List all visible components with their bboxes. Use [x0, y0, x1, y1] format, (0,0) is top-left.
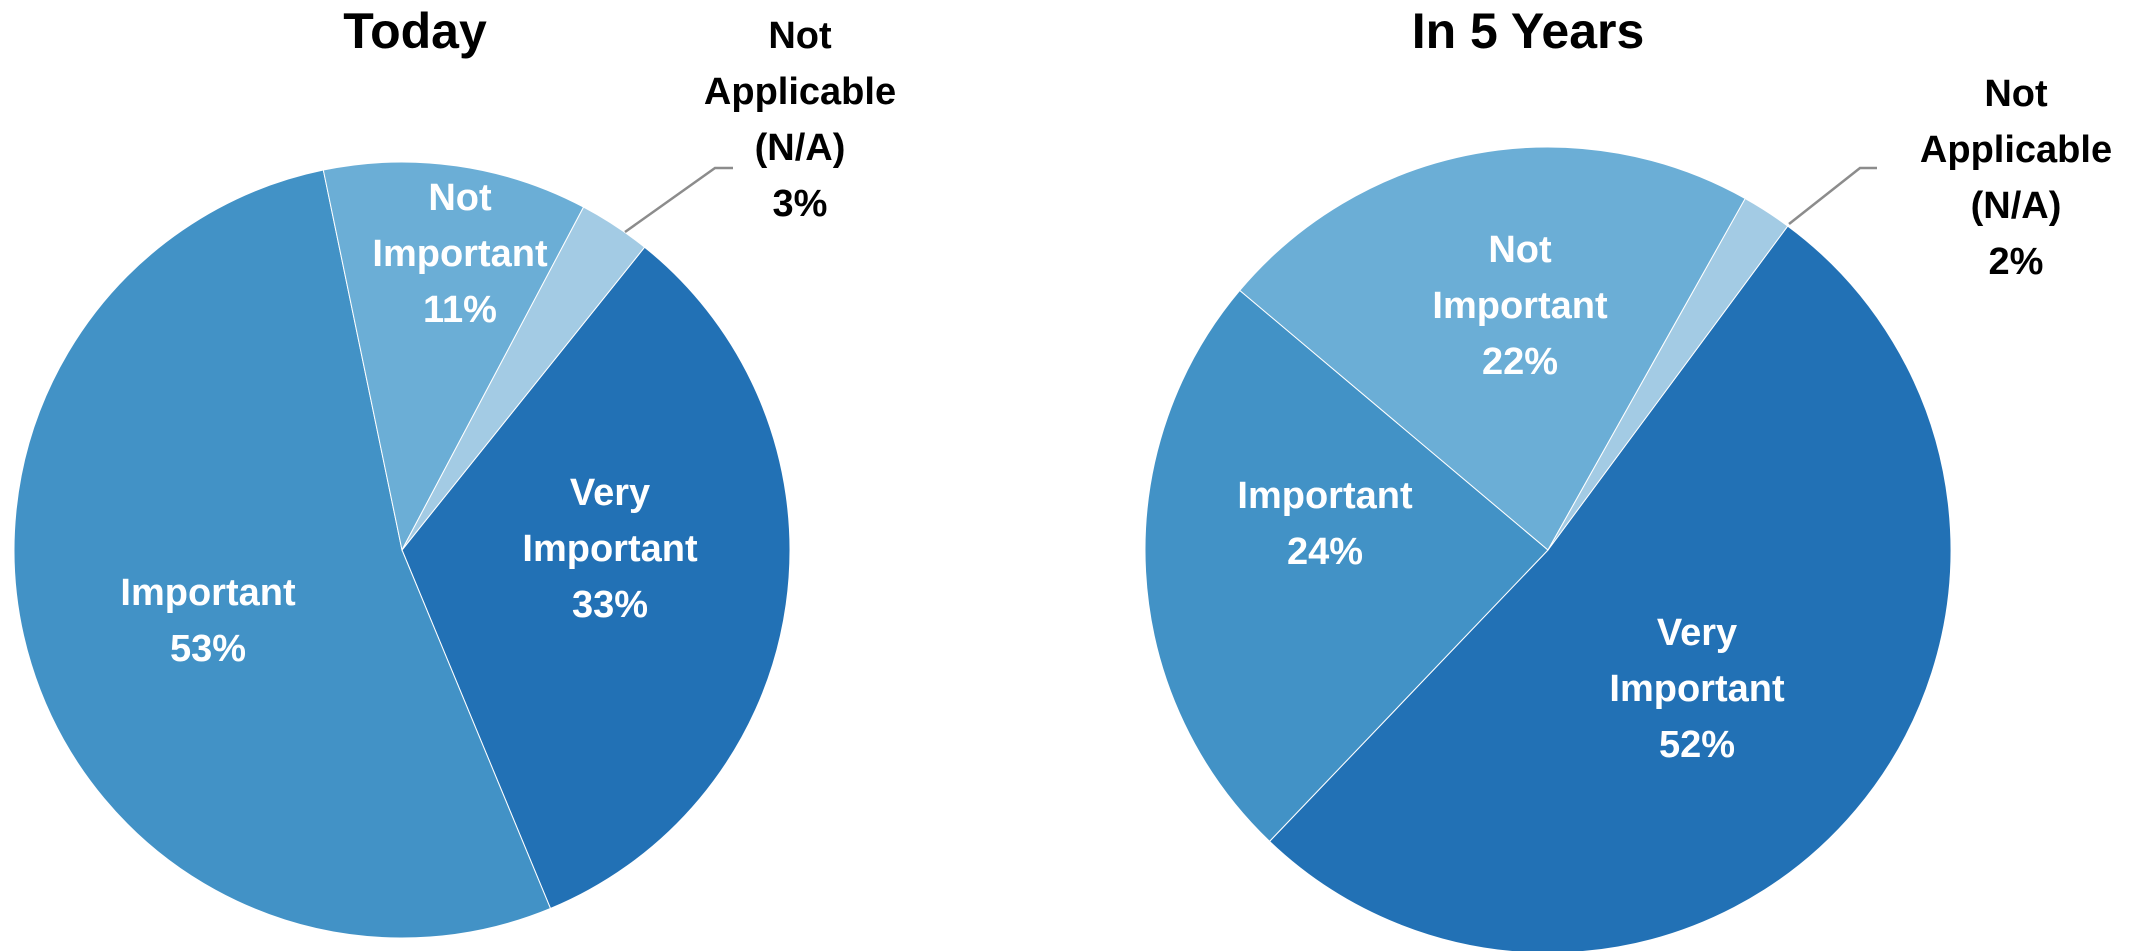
- pie-slice-not-applicable-n-a: [1547, 197, 1789, 551]
- slice-label-important: Important 24%: [1237, 475, 1413, 573]
- slice-label-not-applicable-n-a: Not Applicable (N/A) 2%: [1920, 73, 2112, 283]
- slice-label-not-important: Not Important 22%: [1432, 229, 1608, 383]
- slice-category-label: Very: [1657, 612, 1737, 654]
- pie-slice-very-important: [1268, 225, 1952, 951]
- slice-label-not-important: Not Important 11%: [372, 177, 548, 331]
- slice-category-label: Important: [120, 572, 296, 614]
- slice-value-label: 11%: [423, 289, 497, 331]
- pie-slice-important: [1144, 289, 1549, 843]
- slice-category-label: Applicable: [704, 71, 896, 113]
- slice-value-label: 3%: [773, 183, 828, 225]
- slice-category-label: Not: [1984, 73, 2048, 115]
- slice-category-label: Important: [1237, 475, 1413, 517]
- slice-value-label: 24%: [1287, 531, 1363, 573]
- pie-today: Today Very Important 33% Important 53% Not Impo…: [13, 3, 896, 939]
- slice-category-label: Important: [522, 528, 698, 570]
- slice-category-label: Applicable: [1920, 129, 2112, 171]
- slice-value-label: 22%: [1482, 341, 1558, 383]
- slice-category-label: Not: [1488, 229, 1552, 271]
- slice-label-important: Important 53%: [120, 572, 296, 670]
- slice-label-not-applicable-n-a: Not Applicable (N/A) 3%: [704, 15, 896, 225]
- slice-category-label: (N/A): [1971, 185, 2062, 227]
- pie-slice-not-important: [322, 161, 585, 552]
- slice-category-label: Important: [1432, 285, 1608, 327]
- slice-category-label: Important: [372, 233, 548, 275]
- slice-category-label: Very: [570, 472, 650, 514]
- pie-in-5-years: In 5 Years Very Important 52% Important 24% No…: [1144, 3, 2112, 951]
- chart-title: In 5 Years: [1412, 3, 1645, 59]
- pie-slice-very-important: [401, 246, 791, 910]
- slice-value-label: 2%: [1989, 241, 2044, 283]
- slice-label-very-important: Very Important 52%: [1609, 612, 1785, 766]
- slice-label-very-important: Very Important 33%: [522, 472, 698, 626]
- slice-value-label: 33%: [572, 584, 648, 626]
- pie-slice-not-important: [1239, 146, 1746, 551]
- callout-leader-line: [624, 166, 733, 234]
- slice-category-label: Important: [1609, 668, 1785, 710]
- slice-category-label: Not: [768, 15, 832, 57]
- callout-leader-line: [1788, 166, 1877, 225]
- slice-category-label: (N/A): [755, 127, 846, 169]
- pie-slice-not-applicable-n-a: [401, 206, 646, 551]
- slice-value-label: 53%: [170, 628, 246, 670]
- slice-value-label: 52%: [1659, 724, 1735, 766]
- slice-category-label: Not: [428, 177, 492, 219]
- pie-slice-important: [13, 169, 552, 939]
- chart-title: Today: [343, 3, 487, 59]
